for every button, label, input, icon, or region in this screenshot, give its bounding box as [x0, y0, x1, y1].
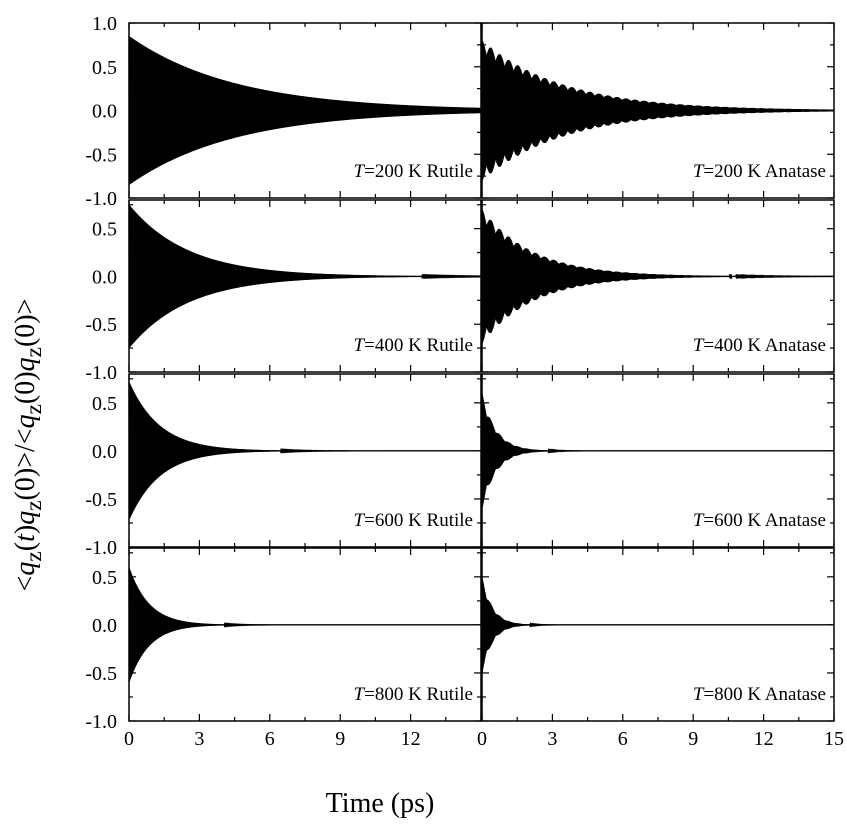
- panel-3: T=400 K Rutile: [128, 199, 482, 373]
- ytick-label: 0.0: [92, 266, 117, 288]
- panel-2: T=200 K Anatase: [481, 22, 835, 199]
- panel-label-prefix: T: [693, 684, 705, 705]
- xtick-label: 6: [618, 728, 628, 750]
- xtick-label: 12: [401, 728, 421, 750]
- panel-label-6: T=600 K Anatase: [693, 510, 826, 531]
- xtick-label: 15: [824, 728, 844, 750]
- xtick-label: 3: [194, 728, 204, 750]
- panel-8: T=800 K Anatase: [481, 547, 835, 722]
- panel-label-1: T=200 K Rutile: [354, 161, 473, 182]
- panel-label-prefix: T: [354, 684, 366, 705]
- tick-labels-group: 1.0 0.5 0.0 -0.5 -1.0 0.5 0.0 -0.5 -1.0 0.5 0.0 -0.…: [85, 13, 844, 750]
- ytick-label: 0.0: [92, 441, 117, 463]
- ytick-label: 0.5: [92, 393, 117, 415]
- xtick-label: 9: [335, 728, 345, 750]
- panel-label-5: T=600 K Rutile: [354, 510, 473, 531]
- ytick-label: 0.5: [92, 567, 117, 589]
- panel-label-3: T=400 K Rutile: [354, 335, 473, 356]
- panel-1: T=200 K Rutile: [128, 22, 482, 199]
- ytick-label: 0.0: [92, 101, 117, 123]
- panel-6: T=600 K Anatase: [481, 373, 835, 548]
- panel-label-rest: =200 K Rutile: [364, 161, 473, 182]
- x-axis-title: Time (ps): [326, 788, 435, 819]
- panel-label-2: T=200 K Anatase: [693, 161, 826, 182]
- ytick-label: -1.0: [85, 537, 117, 559]
- panel-label-prefix: T: [693, 510, 705, 531]
- panel-label-prefix: T: [354, 161, 366, 182]
- ytick-label: -1.0: [85, 711, 117, 733]
- panel-label-4: T=400 K Anatase: [693, 335, 826, 356]
- xtick-label: 0: [477, 728, 487, 750]
- ytick-label: -1.0: [85, 188, 117, 210]
- panel-label-8: T=800 K Anatase: [693, 684, 826, 705]
- ytick-label: 1.0: [92, 13, 117, 35]
- ytick-label: -0.5: [85, 144, 117, 166]
- panel-label-rest: =400 K Anatase: [703, 335, 826, 356]
- panel-label-prefix: T: [354, 510, 366, 531]
- panel-label-rest: =400 K Rutile: [364, 335, 473, 356]
- panel-label-prefix: T: [693, 161, 705, 182]
- panel-5: T=600 K Rutile: [128, 373, 482, 548]
- ytick-label: -1.0: [85, 362, 117, 384]
- panel-label-prefix: T: [354, 335, 366, 356]
- ytick-label: 0.5: [92, 57, 117, 79]
- panel-label-rest: =200 K Anatase: [703, 161, 826, 182]
- xtick-label: 0: [124, 728, 134, 750]
- panel-4: T=400 K Anatase: [481, 199, 835, 373]
- xtick-label: 9: [688, 728, 698, 750]
- panel-label-rest: =600 K Rutile: [364, 510, 473, 531]
- panel-label-prefix: T: [693, 335, 705, 356]
- xtick-label: 12: [754, 728, 774, 750]
- panel-7: T=800 K Rutile: [128, 547, 482, 722]
- y-axis-title: <qz(t)qz(0)>/<qz(0)qz(0)>: [10, 298, 47, 592]
- ytick-label: -0.5: [85, 489, 117, 511]
- panel-label-rest: =600 K Anatase: [703, 510, 826, 531]
- ytick-label: 0.5: [92, 219, 117, 241]
- ytick-label: 0.0: [92, 615, 117, 637]
- xtick-label: 3: [547, 728, 557, 750]
- xtick-label: 6: [265, 728, 275, 750]
- panel-label-rest: =800 K Rutile: [364, 684, 473, 705]
- panel-label-rest: =800 K Anatase: [703, 684, 826, 705]
- ytick-label: -0.5: [85, 663, 117, 685]
- ytick-label: -0.5: [85, 314, 117, 336]
- panel-label-7: T=800 K Rutile: [354, 684, 473, 705]
